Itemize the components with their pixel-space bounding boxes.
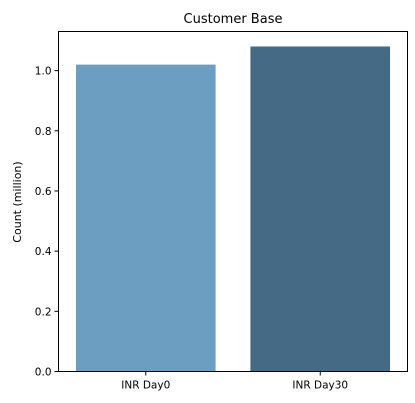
bars-group	[76, 46, 390, 372]
bar-inr-day0	[76, 64, 216, 372]
y-axis-label: Count (million)	[11, 161, 24, 242]
x-tick-label: INR Day30	[292, 380, 348, 392]
y-tick-label: 1.0	[35, 66, 52, 78]
x-axis-ticks: INR Day0 INR Day30	[121, 371, 348, 392]
y-tick-label: 0.0	[35, 367, 52, 379]
y-tick-label: 0.6	[35, 186, 52, 198]
y-axis-ticks: 0.0 0.2 0.4 0.6 0.8 1.0	[35, 66, 59, 379]
x-tick-label: INR Day0	[121, 380, 170, 392]
y-tick-label: 0.8	[35, 126, 52, 138]
y-tick-label: 0.4	[35, 246, 52, 258]
y-tick-label: 0.2	[35, 306, 52, 318]
chart-title: Customer Base	[184, 12, 283, 27]
plot-area-frame	[58, 31, 408, 372]
bar-inr-day30	[250, 46, 390, 372]
